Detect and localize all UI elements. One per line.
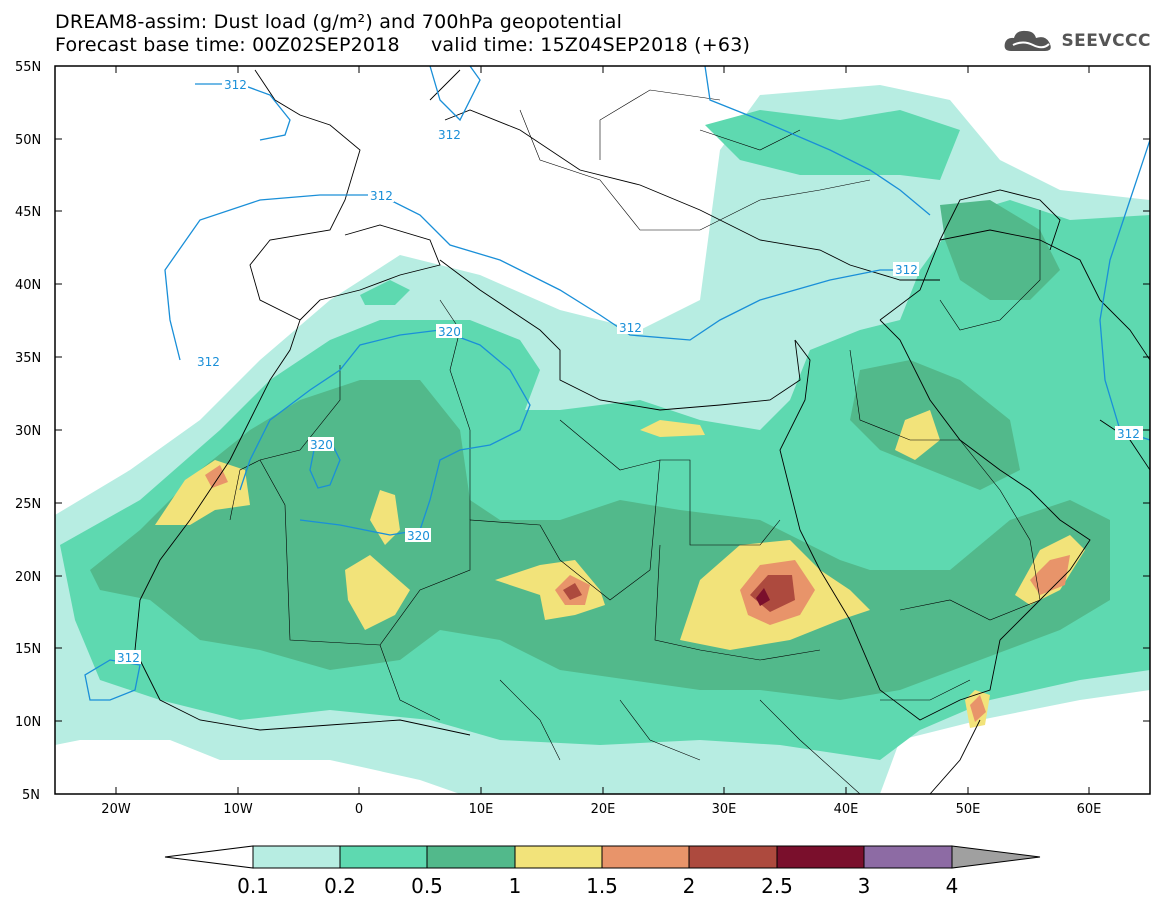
contour-label: 320 (310, 438, 333, 452)
lon-label: 50E (956, 802, 981, 817)
borders (229, 89, 1041, 794)
contour-label: 312 (619, 321, 642, 335)
contour-label: 312 (224, 78, 247, 92)
map-subtitle: Forecast base time: 00Z02SEP2018 valid t… (55, 34, 751, 56)
colorbar (164, 845, 1041, 869)
dust-region-0.2-north (705, 110, 960, 180)
dust-region-1-b (370, 490, 400, 545)
colorbar-swatch (688, 845, 778, 869)
dust-region-2.5 (756, 588, 770, 606)
lon-label: 60E (1077, 802, 1102, 817)
colorbar-swatch (514, 845, 603, 869)
colorbar-label: 1.5 (586, 874, 618, 898)
coastlines (134, 69, 1150, 794)
dust-region-1.5-d (1030, 555, 1070, 595)
lat-label: 55N (15, 60, 41, 75)
lon-label: 40E (834, 802, 859, 817)
colorbar-swatch (252, 845, 341, 869)
colorbar-label: 4 (946, 874, 959, 898)
colorbar-high-arrow (951, 845, 1041, 869)
colorbar-labels: 0.1 0.2 0.5 1 1.5 2 2.5 3 4 (237, 874, 958, 898)
lat-label: 25N (15, 497, 41, 512)
colorbar-label: 1 (509, 874, 522, 898)
lat-axis (55, 65, 1150, 722)
contour-label: 312 (197, 355, 220, 369)
colorbar-swatch (339, 845, 428, 869)
lon-label: 10E (469, 802, 494, 817)
colorbar-label: 0.1 (237, 874, 269, 898)
contour-label: 320 (438, 325, 461, 339)
colorbar-swatch (426, 845, 516, 869)
dust-region-0.5 (90, 380, 1110, 700)
contour-label: 312 (370, 189, 393, 203)
seevccc-logo: SEEVCCC (1003, 24, 1151, 58)
contour-label: 320 (407, 529, 430, 543)
colorbar-label: 0.2 (324, 874, 356, 898)
colorbar-label: 2.5 (761, 874, 793, 898)
lat-label: 40N (15, 278, 41, 293)
dust-region-0.2-iberia (360, 280, 410, 305)
lat-label: 20N (15, 570, 41, 585)
lon-label: 10W (223, 802, 253, 817)
lat-label: 5N (22, 788, 40, 803)
lon-label: 0 (355, 802, 363, 817)
dust-region-1.5-e (970, 695, 986, 722)
contour-label: 312 (117, 651, 140, 665)
colorbar-swatch (776, 845, 865, 869)
dust-region-2-b (563, 583, 582, 600)
lat-label: 15N (15, 642, 41, 657)
dust-region-1-a (155, 460, 250, 525)
contour-label-group: 312 312 312 312 312 312 312 320 320 320 … (115, 77, 1143, 665)
lon-label: 20E (591, 802, 616, 817)
lon-label: 30E (712, 802, 737, 817)
contour-label: 312 (895, 263, 918, 277)
dust-region-0.5-caspian (940, 200, 1060, 300)
contour-label: 312 (1117, 427, 1140, 441)
dust-region-1.5-a (205, 465, 228, 488)
colorbar-label: 0.5 (411, 874, 443, 898)
colorbar-label: 3 (858, 874, 871, 898)
logo-text: SEEVCCC (1061, 31, 1151, 51)
contour-label: 312 (438, 128, 461, 142)
lat-label: 10N (15, 715, 41, 730)
dust-region-1-g (895, 410, 940, 460)
colorbar-low-arrow (164, 845, 254, 869)
lon-labels: 20W 10W 0 10E 20E 30E 40E 50E 60E (101, 802, 1101, 817)
lon-axis (115, 66, 1090, 794)
colorbar-label: 2 (683, 874, 696, 898)
lat-label: 45N (15, 205, 41, 220)
colorbar-swatch (863, 845, 953, 869)
lat-label: 50N (15, 133, 41, 148)
colorbar-swatch (601, 845, 690, 869)
dust-region-1-i (640, 420, 705, 437)
map-area: 312 312 312 312 312 312 312 320 320 320 … (55, 66, 1150, 794)
geopotential-contours (84, 66, 1150, 701)
lat-label: 30N (15, 424, 41, 439)
cloud-icon (1005, 30, 1052, 51)
lon-label: 20W (101, 802, 131, 817)
dust-region-1-c (345, 555, 410, 630)
map-title: DREAM8-assim: Dust load (g/m²) and 700hP… (55, 11, 623, 33)
lat-label: 35N (15, 351, 41, 366)
lat-labels: 55N 50N 45N 40N 35N 30N 25N 20N 15N 10N … (15, 60, 41, 803)
